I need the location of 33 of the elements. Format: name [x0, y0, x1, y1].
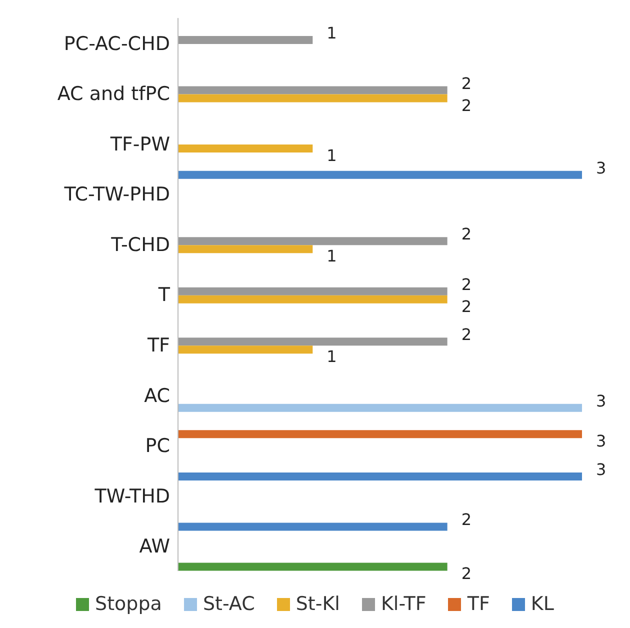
y-tick-label: PC-AC-CHD — [64, 32, 170, 55]
legend-label: St-AC — [202, 593, 255, 615]
legend-label: Kl-TF — [380, 593, 426, 615]
legend-label: Stoppa — [94, 593, 162, 615]
legend-label: KL — [530, 593, 554, 615]
y-tick-label: TF-PW — [109, 133, 170, 156]
data-label: 2 — [461, 224, 472, 244]
y-tick-label: AC and tfPC — [57, 83, 170, 106]
legend-label: TF — [466, 593, 490, 615]
y-tick-label: T-CHD — [110, 234, 170, 256]
data-label: 2 — [461, 274, 472, 294]
y-tick-label: TC-TW-PHD — [63, 184, 170, 206]
data-label: 1 — [326, 24, 337, 42]
y-tick-label: T — [157, 284, 170, 306]
legend-label: St-Kl — [294, 593, 340, 615]
y-tick-label: TF — [146, 334, 170, 357]
data-label: 2 — [461, 296, 472, 316]
data-label: 2 — [461, 510, 472, 530]
data-label: 1 — [326, 246, 337, 266]
y-tick-label: AC — [144, 384, 170, 407]
data-label: 3 — [596, 158, 606, 178]
data-label: 1 — [326, 146, 337, 166]
data-label: 3 — [596, 432, 606, 451]
data-label: 3 — [596, 391, 606, 410]
y-tick-label: TW-THD — [94, 485, 170, 508]
data-label: 2 — [461, 325, 472, 344]
y-tick-label: AW — [139, 536, 170, 558]
y-tick-label: PC — [145, 435, 170, 458]
data-label: 2 — [461, 96, 472, 115]
data-label: 3 — [596, 460, 606, 479]
data-label: 1 — [326, 347, 337, 366]
data-label: 2 — [461, 74, 472, 93]
data-label: 2 — [461, 564, 472, 584]
